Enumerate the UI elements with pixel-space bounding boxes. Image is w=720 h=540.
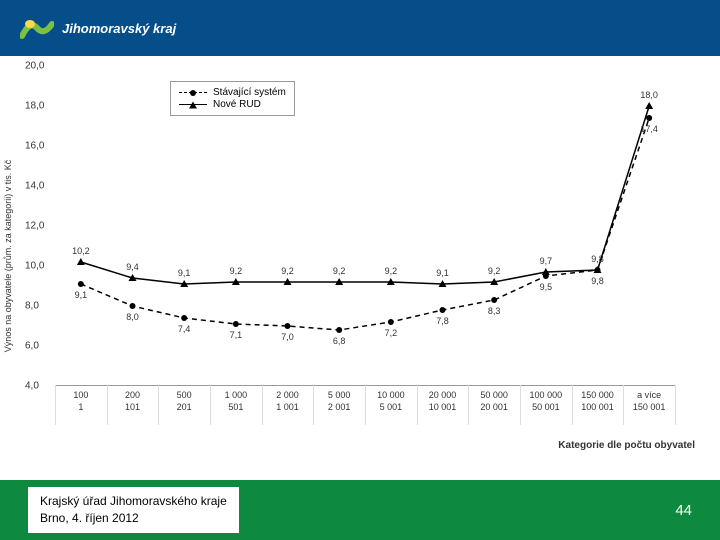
page-number: 44: [675, 502, 692, 519]
footer-info: Krajský úřad Jihomoravského kraje Brno, …: [28, 487, 239, 533]
plot-region: Stávající systém Nové RUD 4,06,08,010,01…: [55, 66, 675, 386]
logo: Jihomoravský kraj: [20, 14, 176, 42]
footer-line2: Brno, 4. říjen 2012: [40, 510, 227, 527]
header-bar: Jihomoravský kraj: [0, 0, 720, 56]
chart-area: Výnos na obyvatele (prům. za kategorii) …: [0, 56, 720, 456]
footer-line1: Krajský úřad Jihomoravského kraje: [40, 493, 227, 510]
logo-icon: [20, 14, 54, 42]
chart-svg: [55, 66, 675, 386]
brand-text: Jihomoravský kraj: [62, 21, 176, 36]
footer: Krajský úřad Jihomoravského kraje Brno, …: [0, 480, 720, 540]
x-axis: 10012001015002011 0005012 0001 0015 0002…: [55, 386, 675, 426]
y-axis-label: Výnos na obyvatele (prům. za kategorii) …: [3, 160, 13, 353]
